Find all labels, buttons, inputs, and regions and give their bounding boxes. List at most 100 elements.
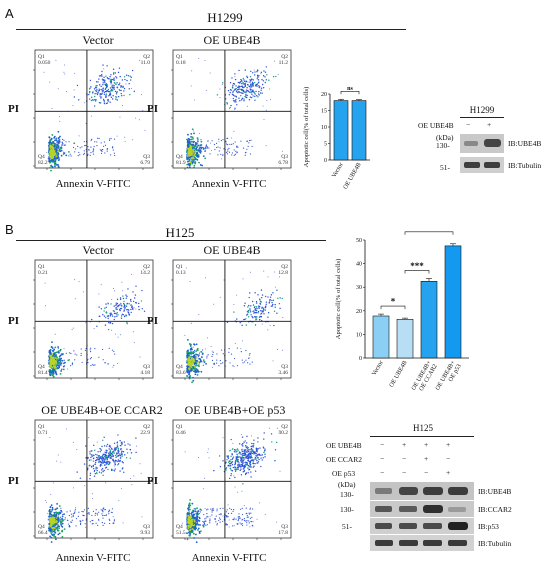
blot-title-rule <box>460 117 504 118</box>
blot-band <box>484 139 501 147</box>
y-tick-label: 20 <box>356 309 362 315</box>
blot-lane-sign: − <box>380 468 385 477</box>
flow-cytometry-plot-vector-h125: Q1 0.21 Q2 14.2 Q4 81.4 Q3 4.18 <box>33 259 154 380</box>
blot-strip-tubulin <box>460 157 504 173</box>
flow-scatter-points <box>45 428 143 543</box>
blot-row-label: IB:UBE4B <box>508 139 542 148</box>
y-tick-label: 10 <box>321 125 327 131</box>
x-tick-label: OE UBE4B+OE CCAR2 <box>410 359 439 395</box>
panel-b-title: H125 <box>165 225 195 240</box>
blot-condition-label: OE UBE4B <box>326 441 362 450</box>
blot-kda-label: (kDa) <box>338 480 356 489</box>
y-tick-label: 30 <box>356 285 362 291</box>
blot-band <box>399 540 418 546</box>
blot-band <box>448 487 468 495</box>
quadrant-label-q2: Q2 14.2 <box>140 264 150 276</box>
flow-cytometry-plot-oe-ube4b-h1299: Q1 0.18 Q2 11.2 Q4 81.9 Q3 6.78 <box>171 49 292 170</box>
quadrant-label-q3: Q3 17.8 <box>278 524 288 536</box>
significance-bracket <box>404 270 430 274</box>
blot-band <box>375 506 392 512</box>
blot-band <box>399 506 417 512</box>
blot-row-label: IB:Tubulin <box>478 539 512 548</box>
significance-bracket <box>404 231 454 235</box>
blot-title: H125 <box>413 423 433 433</box>
flow-plot-title: Vector <box>82 33 114 47</box>
blot-marker: 51- <box>440 163 450 172</box>
quadrant-label-q2: Q2 11.2 <box>279 54 289 66</box>
blot-condition-label: OE p53 <box>332 469 356 478</box>
quadrant-label-q4: Q4 82.2 <box>38 154 48 166</box>
flow-x-axis-label: Annexin V-FITC <box>55 178 131 190</box>
flow-plot-title: OE UBE4B <box>203 33 261 47</box>
blot-band <box>484 162 500 168</box>
flow-y-axis-label: PI <box>8 315 19 327</box>
flow-y-axis-label: PI <box>147 475 158 487</box>
blot-band <box>448 522 468 530</box>
quadrant-label-q1: Q1 0.71 <box>38 424 48 436</box>
quadrant-label-q3: Q3 9.93 <box>140 524 150 536</box>
bar <box>351 100 367 161</box>
x-tick-label: OE UBE4B <box>388 360 409 389</box>
y-axis-label: Apoptotic cell(% of total cells) <box>335 259 342 340</box>
blot-band <box>399 523 417 529</box>
blot-band <box>423 540 442 546</box>
blot-lane-sign: − <box>424 468 429 477</box>
blot-marker: 51- <box>342 522 352 531</box>
quadrant-label-q4: Q4 51.5 <box>176 524 186 536</box>
blot-lane-sign: − <box>402 454 407 463</box>
flow-x-axis-label: Annexin V-FITC <box>55 552 131 564</box>
bar <box>333 100 349 161</box>
blot-strip-ccar2 <box>370 501 474 517</box>
significance-label: ns <box>347 86 353 92</box>
quadrant-label-q4: Q4 83.6 <box>176 364 186 376</box>
x-tick-label: Vector <box>371 360 385 377</box>
bar <box>444 245 462 359</box>
blot-lane-sign: + <box>446 468 451 477</box>
y-tick-label: 50 <box>356 238 362 244</box>
blot-condition-label: OE CCAR2 <box>326 455 363 464</box>
panel-a-title-rule <box>16 29 406 30</box>
quadrant-label-q4: Q4 66.4 <box>38 524 48 536</box>
flow-x-axis-label: Annexin V-FITC <box>191 552 267 564</box>
x-tick-label: OE UBE4B+OE p53 <box>434 359 463 395</box>
blot-lane-sign: − <box>446 454 451 463</box>
blot-marker: 130- <box>340 505 354 514</box>
flow-cytometry-plot-oe-ube4b-oe-p53: Q1 0.46 Q2 30.2 Q4 51.5 Q3 17.8 <box>171 419 292 544</box>
blot-marker: 130- <box>340 490 354 499</box>
blot-lane-sign: + <box>424 454 429 463</box>
flow-y-axis-label: PI <box>147 315 158 327</box>
blot-band <box>423 487 443 495</box>
y-axis-label: Apoptotic cell(% of total cells) <box>303 87 310 168</box>
y-tick-label: 10 <box>356 332 362 338</box>
bar <box>396 318 414 359</box>
quadrant-label-q1: Q1 0.46 <box>176 424 186 436</box>
flow-x-axis-label: Annexin V-FITC <box>191 178 267 190</box>
y-tick-label: 0 <box>359 356 362 362</box>
blot-band <box>464 141 478 146</box>
quadrant-label-q2: Q2 30.2 <box>278 424 288 436</box>
blot-band <box>399 487 418 495</box>
quadrant-label-q1: Q1 0.13 <box>176 264 186 276</box>
quadrant-label-q2: Q2 11.0 <box>141 54 151 66</box>
x-tick-label: Vector <box>331 162 345 179</box>
blot-lane-sign: + <box>446 440 451 449</box>
flow-plot-title: Vector <box>82 243 114 257</box>
panel-a-title: H1299 <box>207 10 243 25</box>
y-tick-label: 0 <box>324 158 327 164</box>
quadrant-label-q1: Q1 0.21 <box>38 264 48 276</box>
blot-strip-ube4b <box>370 482 474 500</box>
blot-lane-sign: − <box>402 468 407 477</box>
y-tick-label: 5 <box>324 142 327 148</box>
blot-lane-sign: − <box>380 440 385 449</box>
blot-strip-ube4b <box>460 134 504 153</box>
bar-chart-apoptosis-h125: 0 10 20 30 40 50 Apoptotic cell(% of total cel… <box>335 228 469 395</box>
flow-scatter-points <box>181 427 281 544</box>
flow-cytometry-plot-oe-ube4b-oe-ccar2: Q1 0.71 Q2 22.9 Q4 66.4 Q3 9.93 <box>33 419 154 543</box>
blot-row-label: IB:CCAR2 <box>478 505 512 514</box>
flow-y-axis-label: PI <box>147 103 158 115</box>
quadrant-label-q3: Q3 4.18 <box>140 364 150 376</box>
flow-y-axis-label: PI <box>8 103 19 115</box>
panel-letter-a: A <box>5 6 14 21</box>
quadrant-label-q3: Q3 6.78 <box>278 154 288 166</box>
y-tick-label: 20 <box>321 92 327 98</box>
